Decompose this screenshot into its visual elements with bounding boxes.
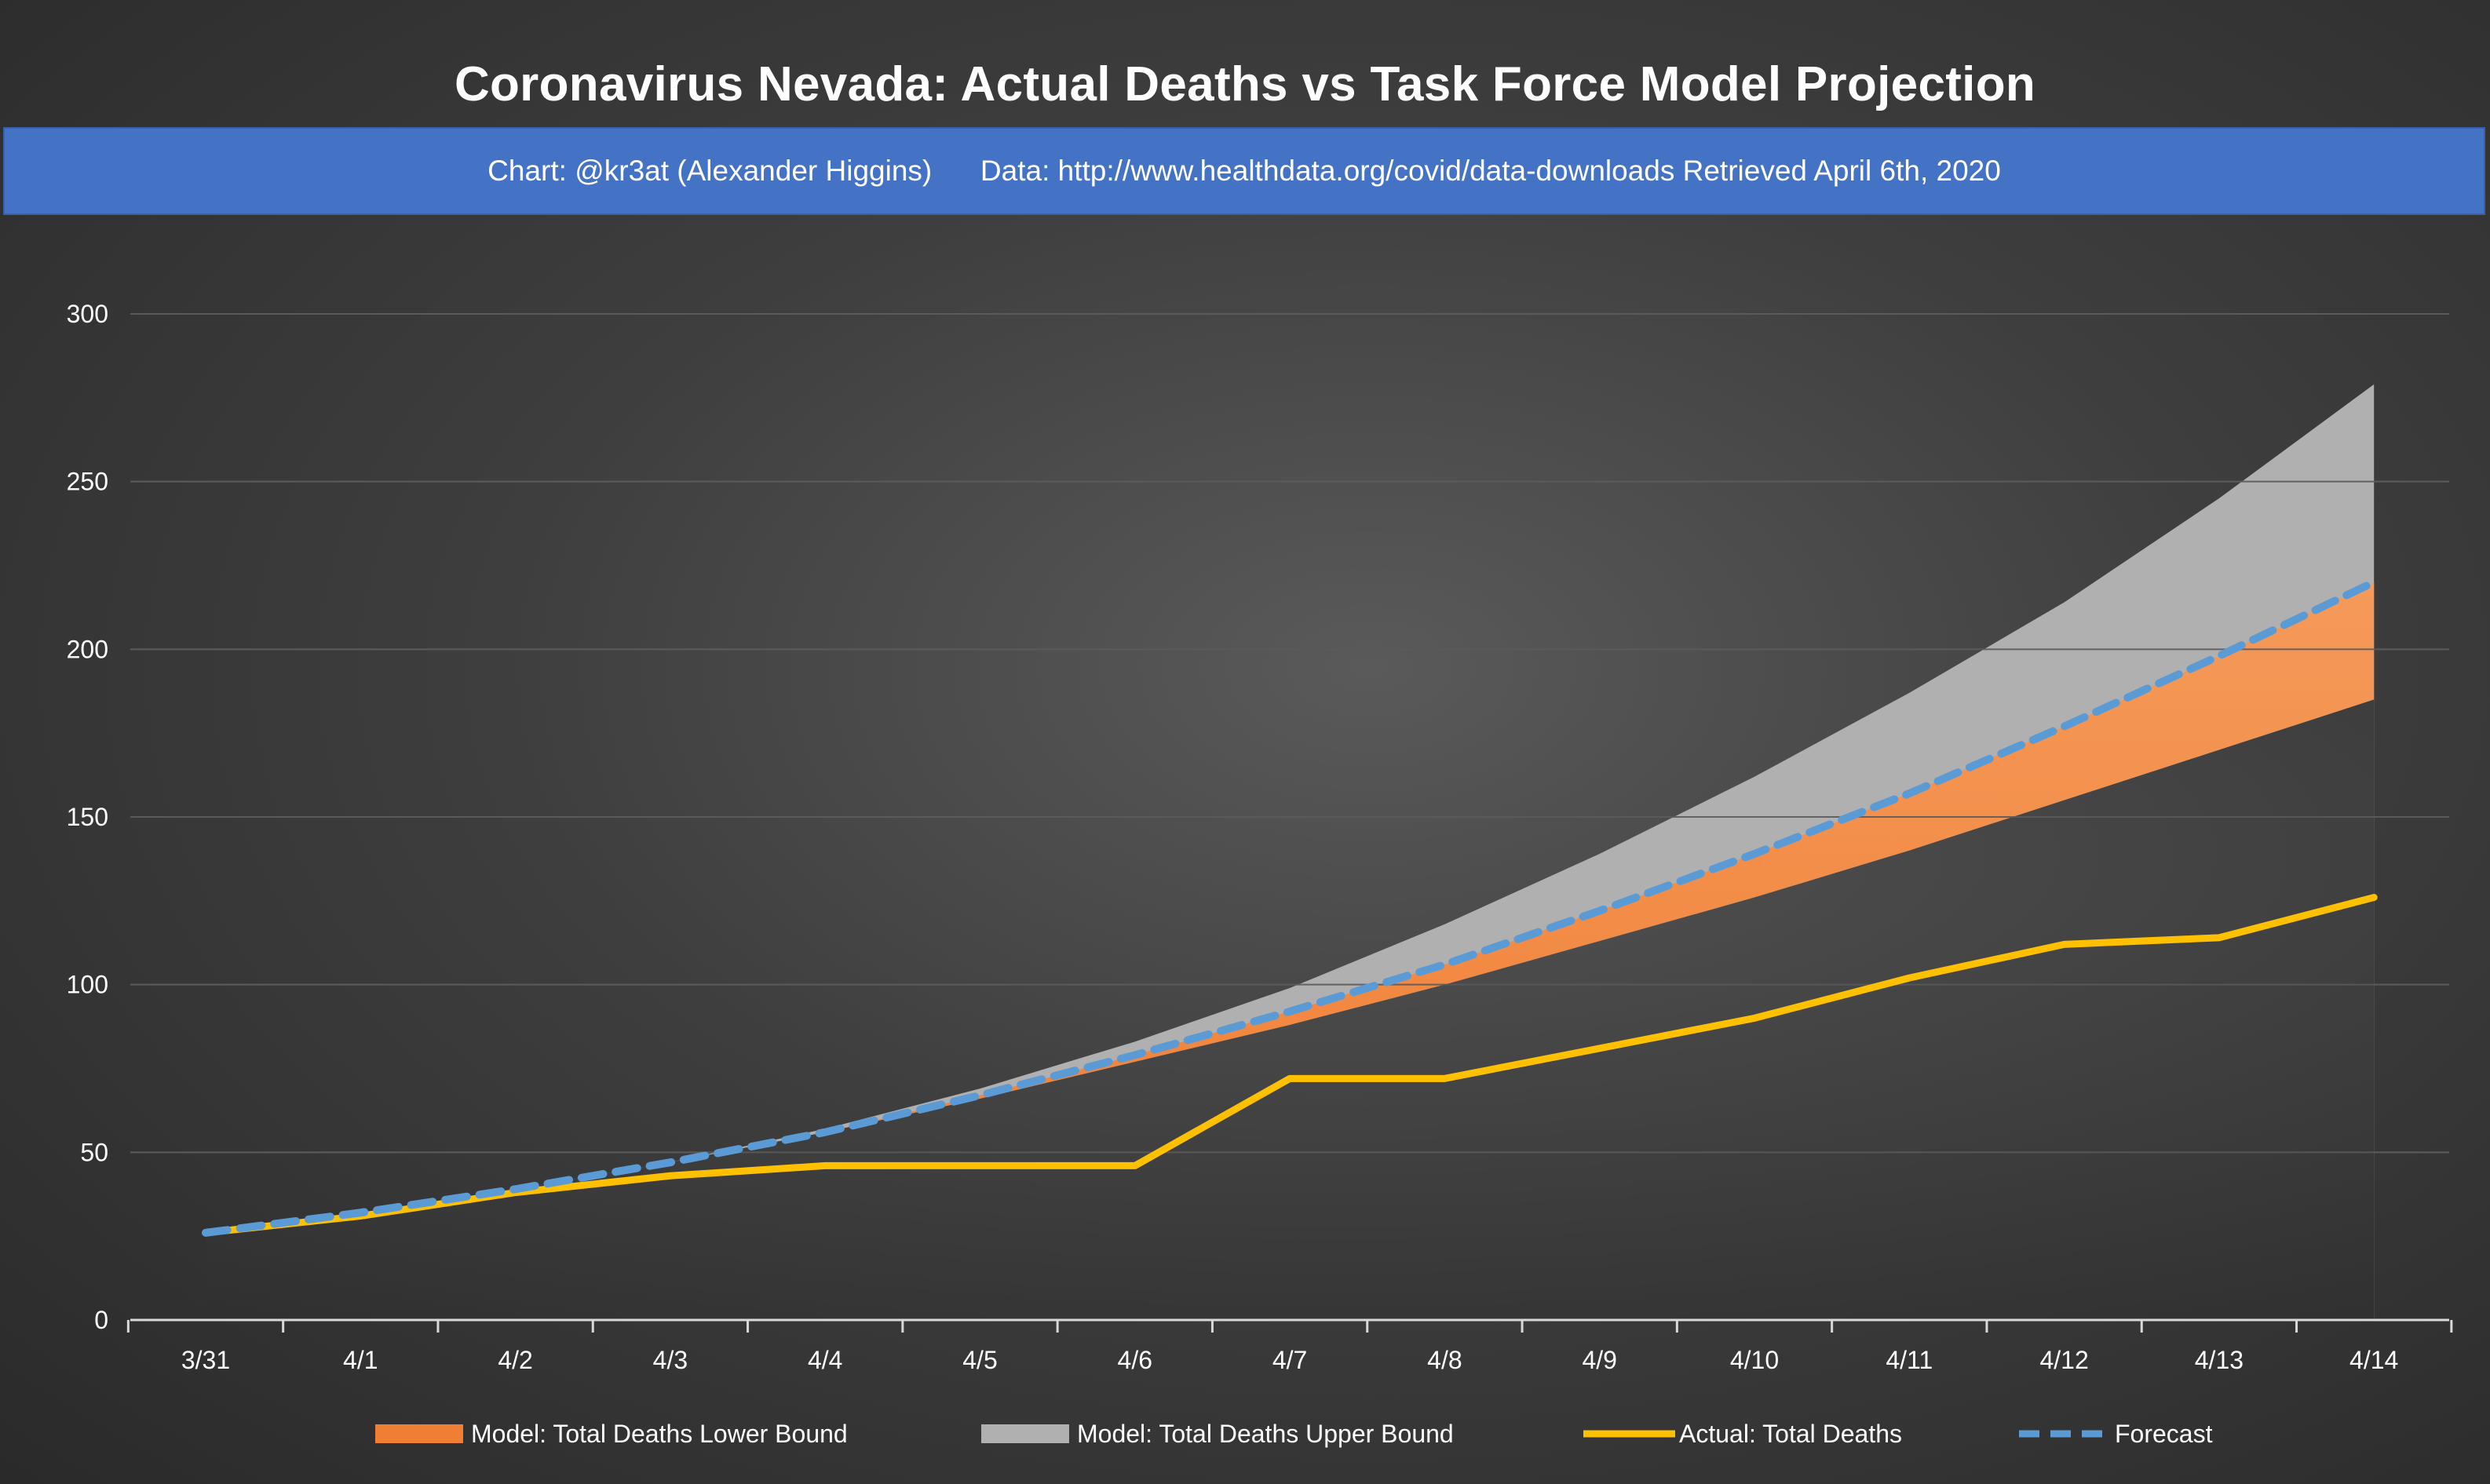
x-tick-label: 4/2 bbox=[498, 1346, 532, 1374]
x-tick-label: 4/4 bbox=[808, 1346, 842, 1374]
x-tick-label: 4/11 bbox=[1886, 1346, 1933, 1374]
legend: Model: Total Deaths Lower Bound Model: To… bbox=[375, 1420, 2213, 1448]
x-tick-label: 4/3 bbox=[653, 1346, 688, 1374]
x-tick-label: 4/6 bbox=[1118, 1346, 1152, 1374]
forecast-line bbox=[202, 578, 2379, 1237]
x-tick-label: 4/5 bbox=[962, 1346, 997, 1374]
x-tick-label: 4/12 bbox=[2039, 1346, 2088, 1374]
x-tick-label: 4/9 bbox=[1582, 1346, 1616, 1374]
x-tick-label: 4/1 bbox=[343, 1346, 378, 1374]
y-tick-label: 250 bbox=[67, 468, 108, 496]
y-tick-label: 300 bbox=[67, 300, 108, 328]
y-tick-label: 200 bbox=[67, 635, 108, 663]
x-tick-label: 4/8 bbox=[1427, 1346, 1462, 1374]
actual-deaths-line bbox=[202, 894, 2378, 1237]
legend-label: Model: Total Deaths Upper Bound bbox=[1077, 1420, 1454, 1448]
below-lower-mask bbox=[206, 699, 2375, 1322]
subtitle-credit: Chart: @kr3at (Alexander Higgins) bbox=[487, 155, 933, 187]
y-tick-label: 50 bbox=[80, 1138, 108, 1166]
legend-swatch bbox=[981, 1424, 1069, 1443]
axes: 0 50 100 150 200 250 300 3/31 4/1 4/2 4/3 4/4 4/5 4/6… bbox=[67, 300, 2453, 1374]
subtitle-bar: Chart: @kr3at (Alexander Higgins) Data: … bbox=[3, 127, 2485, 215]
y-tick-label: 150 bbox=[67, 803, 108, 831]
y-tick-label: 100 bbox=[67, 971, 108, 999]
subtitle-source: Data: http://www.healthdata.org/covid/da… bbox=[980, 155, 2001, 187]
legend-label: Actual: Total Deaths bbox=[1679, 1420, 1902, 1448]
legend-swatch bbox=[375, 1424, 463, 1443]
legend-label: Forecast bbox=[2115, 1420, 2213, 1448]
x-tick-label: 4/14 bbox=[2349, 1346, 2398, 1374]
line-series bbox=[202, 578, 2379, 1237]
x-tick-label: 4/13 bbox=[2195, 1346, 2244, 1374]
x-tick-label: 4/7 bbox=[1272, 1346, 1307, 1374]
chart-title: Coronavirus Nevada: Actual Deaths vs Tas… bbox=[454, 57, 2036, 111]
x-tick-label: 4/10 bbox=[1730, 1346, 1779, 1374]
area-series bbox=[130, 313, 2449, 1322]
legend-label: Model: Total Deaths Lower Bound bbox=[471, 1420, 848, 1448]
x-tick-label: 3/31 bbox=[181, 1346, 230, 1374]
y-tick-label: 0 bbox=[94, 1306, 108, 1334]
